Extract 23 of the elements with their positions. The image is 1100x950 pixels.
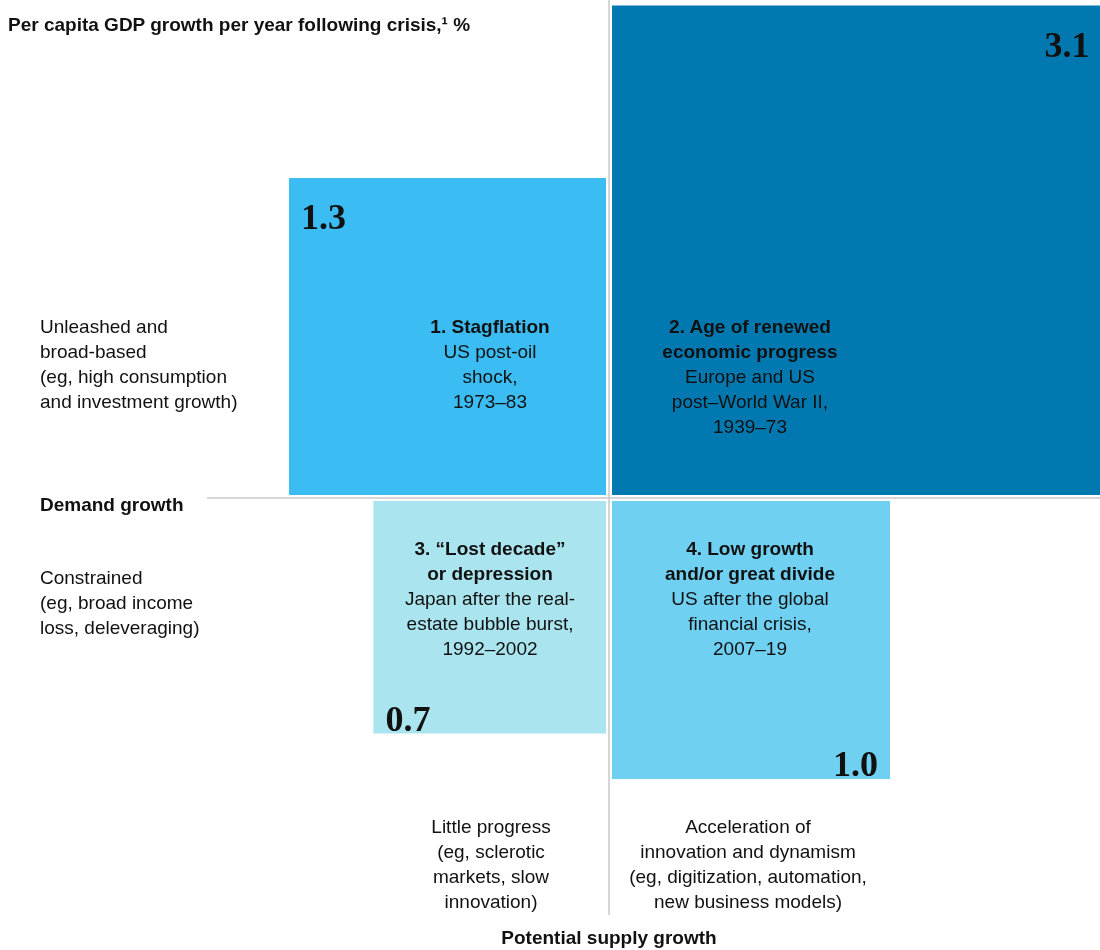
category-label: 1. Stagflation (430, 316, 550, 337)
category-label: 4. Low growth and/or great divide (665, 538, 835, 584)
data-label: 1.3 (301, 197, 347, 238)
text: Unleashed and broad-based (40, 316, 168, 362)
text: (eg, digitization, automation, new business models) (629, 866, 867, 912)
data-label: 1.0 (833, 744, 878, 784)
text: Constrained (40, 567, 143, 588)
text: Demand growth (40, 494, 184, 515)
text: Acceleration of innovation and dynamism (640, 816, 856, 862)
text: Europe and US post–World War II, 1939–73 (671, 366, 829, 437)
data-label: 0.7 (385, 698, 431, 739)
text: US after the global financial crisis, 2007–19 (671, 588, 829, 659)
data-label: 3.1 (1044, 24, 1090, 65)
text: Per capita GDP growth per year following crisis,¹ % (8, 14, 471, 35)
text: (eg, high consumption and investment growth) (40, 366, 238, 412)
text: Potential supply growth (501, 927, 717, 948)
text: Japan after the real-estate bubble burst, 1992–2002 (404, 588, 576, 659)
category-label: 3. “Lost decade” or depression (414, 538, 566, 584)
text: Little progress (431, 816, 551, 837)
text: (eg, broad income loss, deleveraging) (40, 592, 200, 638)
text: US post-oil shock, 1973–83 (443, 341, 537, 412)
category-label: 2. Age of renewed economic progress (662, 316, 838, 362)
text: (eg, sclerotic markets, slow innovation) (432, 841, 550, 912)
